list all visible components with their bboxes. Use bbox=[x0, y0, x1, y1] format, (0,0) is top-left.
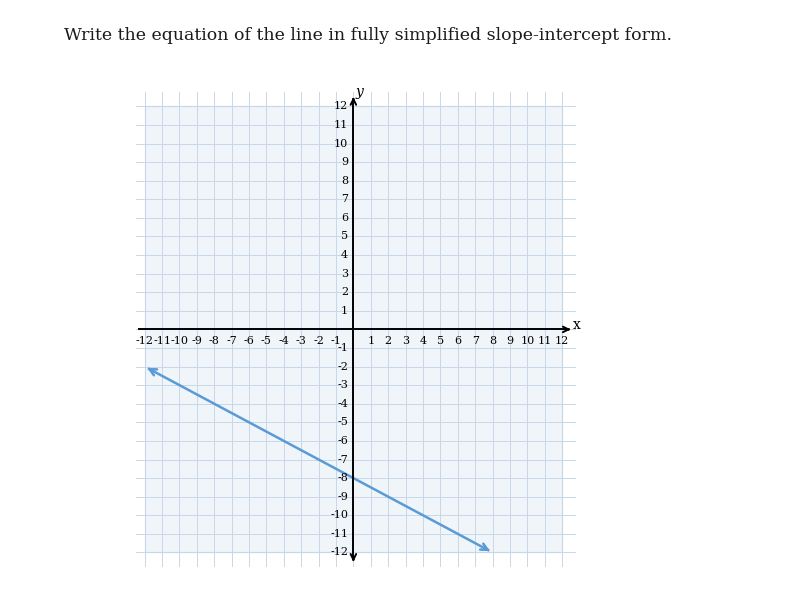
Text: -3: -3 bbox=[296, 336, 306, 346]
Text: -12: -12 bbox=[136, 336, 154, 346]
Text: -3: -3 bbox=[338, 380, 348, 390]
Text: -4: -4 bbox=[278, 336, 290, 346]
Text: -7: -7 bbox=[338, 454, 348, 464]
Text: -9: -9 bbox=[338, 492, 348, 501]
Text: 1: 1 bbox=[341, 306, 348, 316]
Text: -6: -6 bbox=[338, 436, 348, 446]
Text: 3: 3 bbox=[341, 268, 348, 279]
Text: 6: 6 bbox=[454, 336, 462, 346]
Text: 7: 7 bbox=[341, 195, 348, 204]
Text: -5: -5 bbox=[261, 336, 272, 346]
Text: 10: 10 bbox=[520, 336, 534, 346]
Text: -5: -5 bbox=[338, 417, 348, 428]
Text: -1: -1 bbox=[330, 336, 342, 346]
Text: 11: 11 bbox=[538, 336, 552, 346]
Text: 9: 9 bbox=[506, 336, 514, 346]
Text: 7: 7 bbox=[472, 336, 478, 346]
Text: 5: 5 bbox=[437, 336, 444, 346]
Text: y: y bbox=[355, 85, 363, 99]
Text: 12: 12 bbox=[334, 101, 348, 112]
Text: 4: 4 bbox=[419, 336, 426, 346]
Text: x: x bbox=[573, 318, 580, 332]
Text: -2: -2 bbox=[313, 336, 324, 346]
Text: -8: -8 bbox=[209, 336, 220, 346]
Text: -7: -7 bbox=[226, 336, 237, 346]
Text: 11: 11 bbox=[334, 120, 348, 130]
Text: 2: 2 bbox=[385, 336, 392, 346]
Text: 2: 2 bbox=[341, 287, 348, 297]
Text: -1: -1 bbox=[338, 343, 348, 353]
Text: Write the equation of the line in fully simplified slope-intercept form.: Write the equation of the line in fully … bbox=[64, 27, 672, 45]
Text: -4: -4 bbox=[338, 399, 348, 409]
Text: -11: -11 bbox=[153, 336, 171, 346]
Text: -2: -2 bbox=[338, 362, 348, 371]
Text: 3: 3 bbox=[402, 336, 409, 346]
Text: -12: -12 bbox=[330, 547, 348, 558]
Text: -6: -6 bbox=[244, 336, 254, 346]
Text: 8: 8 bbox=[489, 336, 496, 346]
Text: -9: -9 bbox=[191, 336, 202, 346]
Text: 4: 4 bbox=[341, 250, 348, 260]
Text: 5: 5 bbox=[341, 231, 348, 242]
Text: -8: -8 bbox=[338, 473, 348, 483]
Text: -11: -11 bbox=[330, 529, 348, 539]
Text: -10: -10 bbox=[330, 510, 348, 520]
Text: 1: 1 bbox=[367, 336, 374, 346]
Text: 6: 6 bbox=[341, 213, 348, 223]
Text: 8: 8 bbox=[341, 176, 348, 185]
Text: -10: -10 bbox=[170, 336, 189, 346]
Text: 9: 9 bbox=[341, 157, 348, 167]
Text: 12: 12 bbox=[555, 336, 570, 346]
Text: 10: 10 bbox=[334, 138, 348, 149]
